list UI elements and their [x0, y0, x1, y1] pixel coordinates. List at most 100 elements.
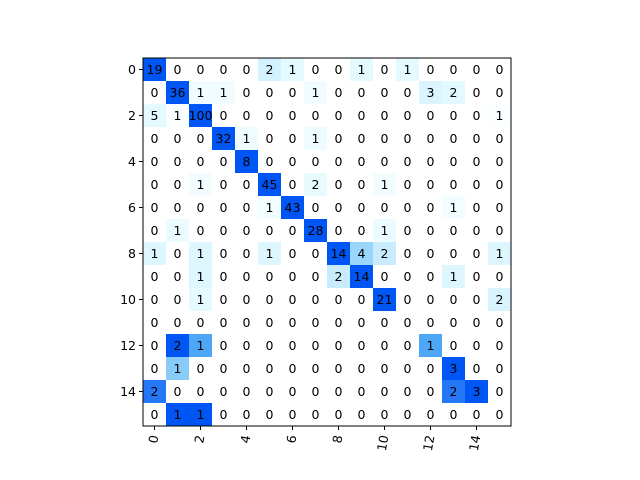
heatmap-cell: [350, 104, 373, 127]
cell-value-label: 0: [289, 108, 297, 123]
heatmap-cell: [281, 357, 304, 380]
heatmap-cell: [442, 196, 465, 219]
heatmap-cell: [488, 196, 511, 219]
heatmap-cell: [189, 196, 212, 219]
heatmap-cell: [465, 219, 488, 242]
heatmap-cell: [327, 196, 350, 219]
heatmap-cell: [143, 403, 166, 426]
heatmap-cell: [212, 219, 235, 242]
cell-value-label: 0: [450, 177, 458, 192]
cell-value-label: 21: [377, 292, 393, 307]
heatmap-cell: [212, 288, 235, 311]
cell-value-label: 1: [174, 223, 182, 238]
heatmap-cell: [327, 173, 350, 196]
heatmap-cell: [143, 380, 166, 403]
heatmap-cell: [488, 173, 511, 196]
heatmap-cell: [465, 311, 488, 334]
heatmap-cell: [281, 58, 304, 81]
cell-value-label: 0: [151, 85, 159, 100]
cell-value-label: 0: [404, 177, 412, 192]
cell-value-label: 0: [358, 200, 366, 215]
cell-value-label: 0: [404, 407, 412, 422]
heatmap-cell: [258, 242, 281, 265]
heatmap-cell: [258, 380, 281, 403]
heatmap-cell: [419, 357, 442, 380]
heatmap-cell: [235, 127, 258, 150]
cell-value-label: 1: [381, 177, 389, 192]
cell-value-label: 0: [312, 361, 320, 376]
cell-value-label: 0: [335, 292, 343, 307]
cell-value-label: 0: [496, 361, 504, 376]
cell-value-label: 1: [197, 85, 205, 100]
cell-value-label: 1: [289, 62, 297, 77]
cell-value-label: 0: [427, 246, 435, 261]
heatmap-cell: [396, 265, 419, 288]
cell-value-label: 32: [216, 131, 232, 146]
heatmap-cell: [258, 311, 281, 334]
cell-value-label: 0: [174, 131, 182, 146]
heatmap-cell: [281, 403, 304, 426]
heatmap-cell: [281, 380, 304, 403]
heatmap-cell: [373, 150, 396, 173]
cell-value-label: 4: [358, 246, 366, 261]
heatmap-cell: [350, 380, 373, 403]
cell-value-label: 0: [289, 269, 297, 284]
heatmap-cell: [143, 288, 166, 311]
cell-value-label: 0: [427, 200, 435, 215]
cell-value-label: 0: [404, 269, 412, 284]
heatmap-cell: [258, 58, 281, 81]
cell-value-label: 2: [450, 85, 458, 100]
cell-value-label: 0: [266, 361, 274, 376]
heatmap-cell: [143, 58, 166, 81]
cell-value-label: 0: [220, 177, 228, 192]
cell-value-label: 0: [197, 200, 205, 215]
cell-value-label: 0: [197, 223, 205, 238]
heatmap-cell: [235, 403, 258, 426]
y-tick-label: 6: [128, 200, 136, 215]
cell-value-label: 0: [404, 292, 412, 307]
cell-value-label: 1: [450, 269, 458, 284]
cell-value-label: 0: [450, 154, 458, 169]
y-tick-label: 14: [120, 384, 136, 399]
cell-value-label: 0: [381, 338, 389, 353]
cell-value-label: 0: [473, 85, 481, 100]
heatmap-cell: [350, 173, 373, 196]
heatmap-cell: [258, 127, 281, 150]
cell-value-label: 0: [266, 269, 274, 284]
heatmap-cell: [212, 196, 235, 219]
heatmap-cell: [488, 127, 511, 150]
cell-value-label: 0: [473, 131, 481, 146]
cell-value-label: 0: [220, 108, 228, 123]
heatmap-cell: [327, 81, 350, 104]
cell-value-label: 2: [335, 269, 343, 284]
heatmap-cell: [373, 219, 396, 242]
cell-value-label: 0: [404, 315, 412, 330]
heatmap-cell: [304, 403, 327, 426]
heatmap-cell: [304, 357, 327, 380]
heatmap-cell: [465, 173, 488, 196]
heatmap-cell: [189, 380, 212, 403]
heatmap-cell: [235, 265, 258, 288]
heatmap-cell: [442, 357, 465, 380]
heatmap-cell: [373, 311, 396, 334]
cell-value-label: 0: [220, 384, 228, 399]
cell-value-label: 0: [473, 315, 481, 330]
heatmap-cell: [327, 150, 350, 173]
heatmap-cell: [235, 173, 258, 196]
cell-value-label: 0: [243, 177, 251, 192]
cell-value-label: 0: [266, 154, 274, 169]
heatmap-cell: [442, 127, 465, 150]
cell-value-label: 0: [427, 154, 435, 169]
cell-value-label: 0: [335, 62, 343, 77]
heatmap-cell: [488, 403, 511, 426]
cell-value-label: 0: [151, 315, 159, 330]
cell-value-label: 0: [335, 223, 343, 238]
heatmap-cell: [373, 242, 396, 265]
cell-value-label: 0: [220, 292, 228, 307]
cell-value-label: 0: [381, 315, 389, 330]
heatmap-cell: [488, 150, 511, 173]
heatmap-cell: [327, 242, 350, 265]
cell-value-label: 1: [312, 85, 320, 100]
heatmap-cell: [396, 104, 419, 127]
